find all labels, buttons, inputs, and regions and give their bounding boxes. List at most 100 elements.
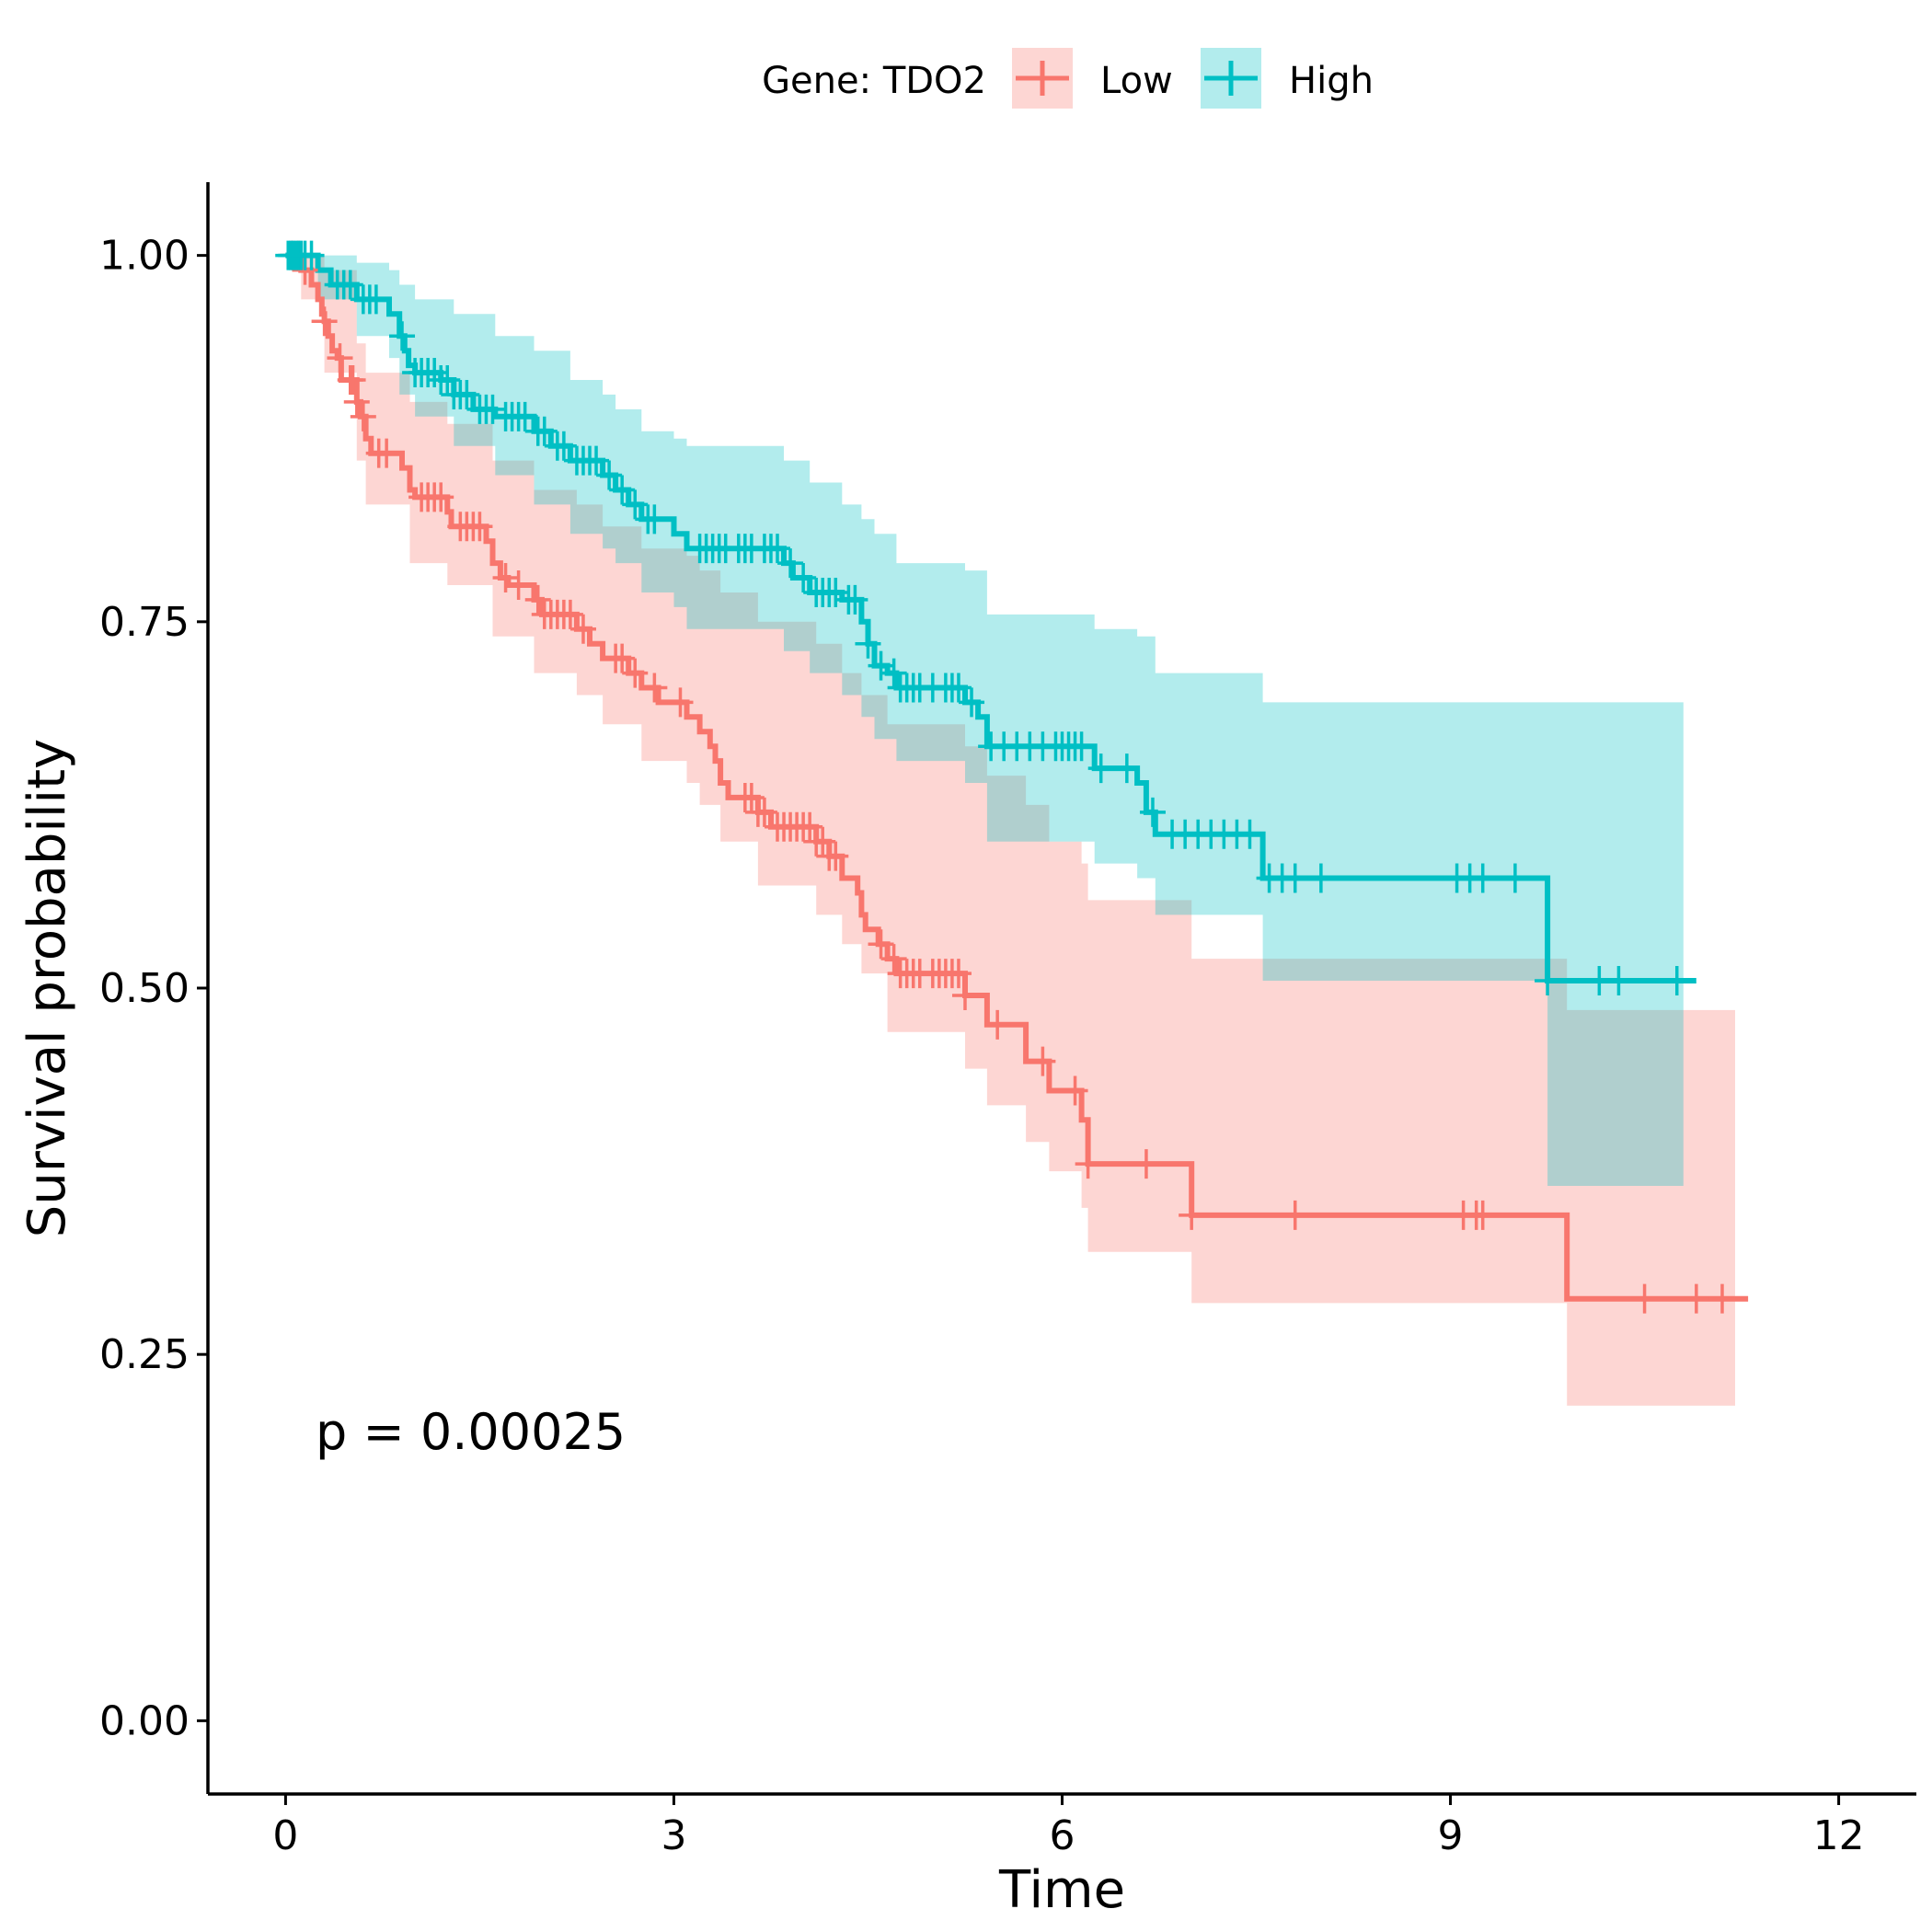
censor-mark-low (880, 944, 907, 974)
censor-mark-high (1663, 966, 1690, 996)
censor-mark-high (765, 534, 790, 564)
censor-mark-high (362, 284, 389, 315)
censor-mark-high (479, 394, 506, 424)
censor-mark-low (945, 959, 972, 989)
censor-mark-high (959, 687, 985, 718)
censor-mark-low (1708, 1283, 1735, 1314)
censor-mark-low (1179, 1200, 1205, 1230)
censor-mark-low (492, 563, 519, 593)
censor-mark-high (337, 270, 363, 300)
censor-mark-low (1029, 1046, 1056, 1076)
censor-mark-low (984, 1009, 1011, 1040)
y-tick-label: 1.00 (99, 233, 190, 280)
censor-mark-low (1469, 1200, 1496, 1230)
censor-mark-low (350, 401, 376, 431)
y-tick-label: 0.00 (99, 1697, 190, 1744)
censor-mark-low (1631, 1283, 1658, 1314)
censor-mark-high (1087, 753, 1114, 784)
censor-mark-high (945, 673, 972, 703)
censor-mark-low (524, 584, 551, 615)
x-axis-title: Time (998, 1860, 1125, 1920)
censor-mark-low (667, 687, 694, 718)
censor-mark-high (596, 460, 623, 490)
censor-mark-high (298, 240, 325, 270)
legend: Gene: TDO2 Low High (762, 48, 1374, 109)
censor-mark-low (374, 438, 400, 468)
censor-mark-high (1113, 753, 1140, 784)
censor-mark-high (855, 628, 881, 659)
censor-mark-high (1469, 863, 1496, 893)
legend-items: Low High (1012, 48, 1374, 109)
censor-mark-high (777, 548, 804, 579)
censor-mark-high (822, 577, 849, 607)
legend-symbol-low (1016, 61, 1069, 96)
censor-mark-high (622, 489, 649, 520)
y-tick-label: 0.75 (99, 599, 190, 646)
censor-mark-high (868, 650, 894, 681)
censor-mark-low (609, 643, 636, 673)
y-tick-label: 0.25 (99, 1331, 190, 1378)
censor-mark-high (790, 563, 817, 593)
censor-mark-low (622, 658, 649, 688)
legend-title: Gene: TDO2 (762, 60, 986, 102)
x-tick-label: 12 (1813, 1812, 1865, 1859)
censor-mark-low (751, 797, 777, 827)
legend-item-low: Low (1012, 48, 1173, 109)
censor-mark-high (1139, 797, 1166, 827)
legend-label-high: High (1289, 60, 1374, 102)
censor-mark-high (550, 431, 577, 461)
curve-high (285, 252, 1696, 983)
censor-mark-low (1133, 1149, 1159, 1179)
censor-mark-high (434, 365, 461, 396)
x-tick-label: 9 (1438, 1812, 1464, 1859)
censor-mark-low (428, 482, 454, 512)
x-tick-label: 3 (661, 1812, 686, 1859)
censor-mark-low (810, 826, 836, 857)
censor-mark-low (1075, 1149, 1101, 1179)
censor-mark-low (1062, 1075, 1088, 1106)
confidence-bands (285, 255, 1735, 1406)
axes: 0.00 0.25 0.50 0.75 1.00 0 3 6 9 12 (99, 182, 1916, 1859)
censor-mark-high (1307, 863, 1334, 893)
censor-mark-low (466, 512, 493, 542)
censor-mark-high (389, 321, 416, 351)
censor-mark-low (822, 841, 849, 871)
censor-mark-high (1236, 819, 1263, 849)
censor-mark-low (641, 673, 668, 703)
censor-mark-low (339, 365, 366, 396)
censor-mark-high (1501, 863, 1528, 893)
censor-mark-low (951, 980, 978, 1010)
censor-mark-low (1282, 1200, 1308, 1230)
censor-mark-low (738, 782, 765, 812)
censor-mark-low (1683, 1283, 1709, 1314)
censor-mark-low (797, 811, 823, 842)
censor-mark-high (454, 379, 480, 409)
censor-mark-high (1282, 863, 1308, 893)
censor-mark-high (583, 445, 610, 476)
censor-mark-high (609, 475, 636, 505)
censor-mark-low (327, 343, 353, 374)
censor-mark-low (505, 570, 532, 600)
ci-band-low (285, 255, 1735, 1406)
censor-mark-high (842, 584, 868, 615)
censor-mark-low (343, 386, 370, 417)
legend-item-high: High (1201, 48, 1374, 109)
censor-mark-high (1535, 966, 1561, 996)
legend-label-low: Low (1100, 60, 1173, 102)
censor-mark-high (641, 504, 668, 535)
censor-mark-high (421, 358, 448, 388)
x-tick-label: 0 (272, 1812, 298, 1859)
x-tick-label: 6 (1050, 1812, 1075, 1859)
censor-mark-low (569, 614, 596, 644)
censor-marks (275, 240, 1735, 1314)
censor-mark-low (311, 306, 338, 337)
censor-mark-low (868, 929, 894, 960)
censor-mark-high (1068, 731, 1095, 762)
censor-mark-high (880, 658, 907, 688)
censor-mark-high (531, 416, 558, 446)
censor-mark-high (512, 401, 538, 431)
censor-mark-high (1605, 966, 1632, 996)
censor-mark-low (557, 599, 583, 629)
y-axis-title: Survival probability (17, 739, 77, 1237)
